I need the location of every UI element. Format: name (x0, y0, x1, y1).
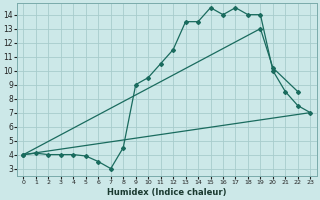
X-axis label: Humidex (Indice chaleur): Humidex (Indice chaleur) (107, 188, 227, 197)
